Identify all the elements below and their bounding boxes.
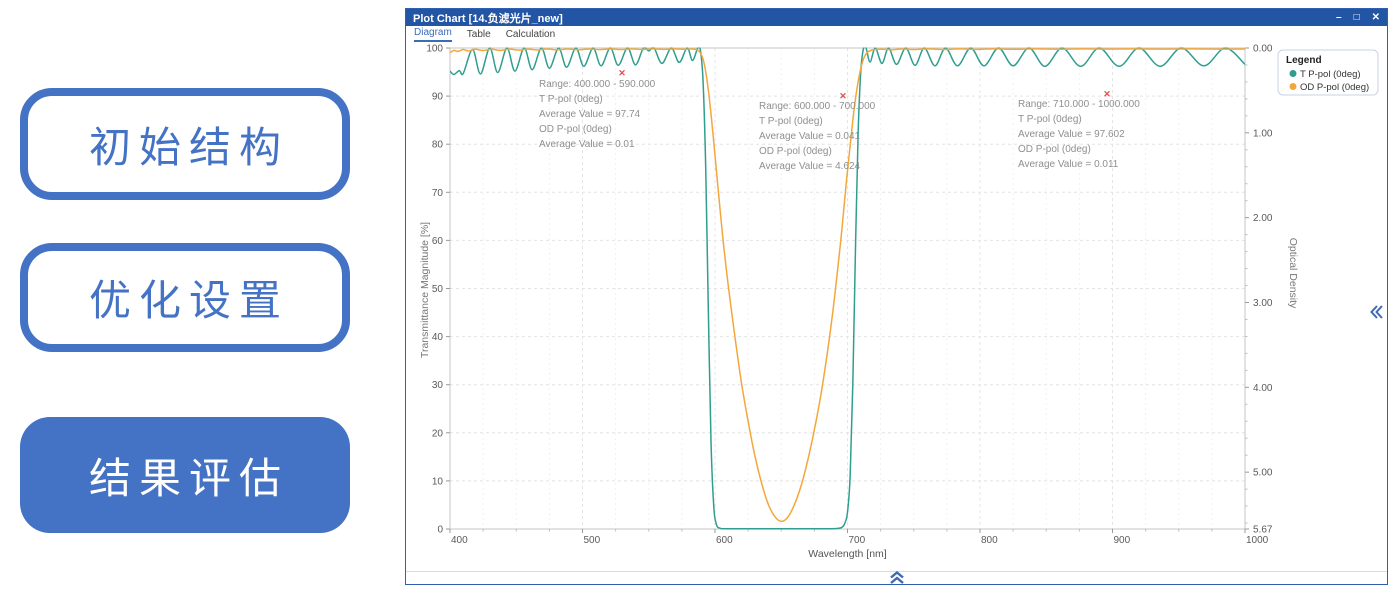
x-axis-title: Wavelength [nm] [808, 548, 886, 560]
annotation-line: Range: 400.000 - 590.000 [539, 79, 656, 90]
y-right-axis-title: Optical Density [1287, 238, 1299, 309]
flow-step-initial-structure[interactable]: 初始结构 [20, 88, 350, 200]
window-title: Plot Chart [14.负滤光片_new] [413, 12, 563, 25]
annotation-line: Average Value = 0.01 [539, 139, 635, 150]
legend-entry-label: T P-pol (0deg) [1300, 69, 1361, 80]
plot-chart-window: Plot Chart [14.负滤光片_new] – □ ✕ Diagram T… [405, 8, 1388, 585]
annotation-line: OD P-pol (0deg) [1018, 144, 1091, 155]
y-left-tick-label: 70 [432, 188, 444, 199]
y-right-tick-label: 5.00 [1253, 468, 1273, 479]
expand-bottom-button[interactable] [889, 570, 905, 584]
y-right-tick-label: 5.67 [1253, 525, 1273, 536]
legend-title: Legend [1286, 55, 1322, 66]
annotation-2: ✕Range: 600.000 - 700.000 T P-pol (0deg) A… [759, 91, 876, 172]
y-right-tick-label: 2.00 [1253, 213, 1273, 224]
legend: Legend T P-pol (0deg) OD P-pol (0deg) [1277, 49, 1379, 96]
legend-dot [1289, 83, 1297, 90]
annotation-line: Range: 710.000 - 1000.000 [1018, 99, 1140, 110]
annotation-line: T P-pol (0deg) [539, 94, 603, 105]
double-chevron-left-icon [1370, 305, 1383, 319]
y-left-tick-label: 20 [432, 428, 444, 439]
legend-box [1277, 49, 1379, 96]
window-titlebar[interactable]: Plot Chart [14.负滤光片_new] – □ ✕ [406, 9, 1387, 26]
annotation-line: Average Value = 4.624 [759, 161, 861, 172]
y-left-tick-label: 60 [432, 236, 444, 247]
series-transmittance [450, 47, 1245, 530]
y-right-tick-label: 3.00 [1253, 298, 1273, 309]
legend-dot [1289, 70, 1297, 77]
tab-calculation[interactable]: Calculation [505, 29, 556, 40]
y-left-tick-label: 0 [437, 525, 443, 536]
annotation-line: Average Value = 97.602 [1018, 129, 1125, 140]
x-tick-label: 900 [1114, 535, 1131, 546]
y-left-tick-label: 40 [432, 332, 444, 343]
y-left-tick-label: 80 [432, 140, 444, 151]
annotation-line: Average Value = 0.011 [1018, 159, 1119, 170]
y-left-tick-label: 50 [432, 284, 444, 295]
tab-diagram[interactable]: Diagram [414, 27, 452, 42]
annotation-line: Average Value = 0.041 [759, 131, 861, 142]
x-tick-label: 1000 [1246, 535, 1269, 546]
x-tick-label: 400 [451, 535, 468, 546]
annotation-delete-icon[interactable]: ✕ [839, 91, 847, 101]
annotation-line: T P-pol (0deg) [1018, 114, 1082, 125]
y-right-tick-label: 4.00 [1253, 383, 1273, 394]
minimize-button[interactable]: – [1336, 12, 1342, 23]
window-tabbar: Diagram Table Calculation [406, 26, 1387, 42]
flow-step-optimization-settings[interactable]: 优化设置 [20, 243, 350, 352]
annotation-3: ✕Range: 710.000 - 1000.000 T P-pol (0deg)… [1018, 89, 1140, 170]
y-right-tick-label: 1.00 [1253, 128, 1273, 139]
annotation-line: Range: 600.000 - 700.000 [759, 101, 876, 112]
annotation-1: ✕Range: 400.000 - 590.000 T P-pol (0deg) A… [539, 68, 656, 150]
x-tick-label: 800 [981, 535, 998, 546]
x-tick-label: 500 [584, 535, 601, 546]
y-left-tick-label: 10 [432, 476, 444, 487]
annotation-line: OD P-pol (0deg) [759, 146, 832, 157]
chart-canvas: 0 10 20 30 40 50 60 70 80 90 100 0.00 1.00 2.00 3.00 4.… [419, 44, 1379, 560]
annotation-line: Average Value = 97.74 [539, 109, 641, 120]
y-left-tick-label: 30 [432, 380, 444, 391]
x-tick-label: 600 [716, 535, 733, 546]
flow-step-result-evaluation[interactable]: 结果评估 [20, 417, 350, 533]
annotation-line: T P-pol (0deg) [759, 116, 823, 127]
tab-table[interactable]: Table [466, 29, 491, 40]
y-left-axis-title: Transmittance Magnitude [%] [419, 222, 431, 358]
x-tick-label: 700 [849, 535, 866, 546]
annotation-line: OD P-pol (0deg) [539, 124, 612, 135]
y-left-tick-label: 90 [432, 92, 444, 103]
y-left-tick-label: 100 [426, 44, 443, 55]
maximize-button[interactable]: □ [1353, 12, 1360, 23]
legend-entry-label: OD P-pol (0deg) [1300, 82, 1369, 93]
close-button[interactable]: ✕ [1371, 12, 1380, 23]
y-right-tick-label: 0.00 [1253, 44, 1273, 55]
series-optical-density [450, 48, 1245, 523]
annotation-delete-icon[interactable]: ✕ [618, 68, 626, 78]
annotation-delete-icon[interactable]: ✕ [1103, 89, 1111, 99]
window-controls: – □ ✕ [1336, 9, 1380, 26]
collapse-right-button[interactable] [1369, 304, 1384, 320]
double-chevron-up-icon [889, 570, 904, 584]
